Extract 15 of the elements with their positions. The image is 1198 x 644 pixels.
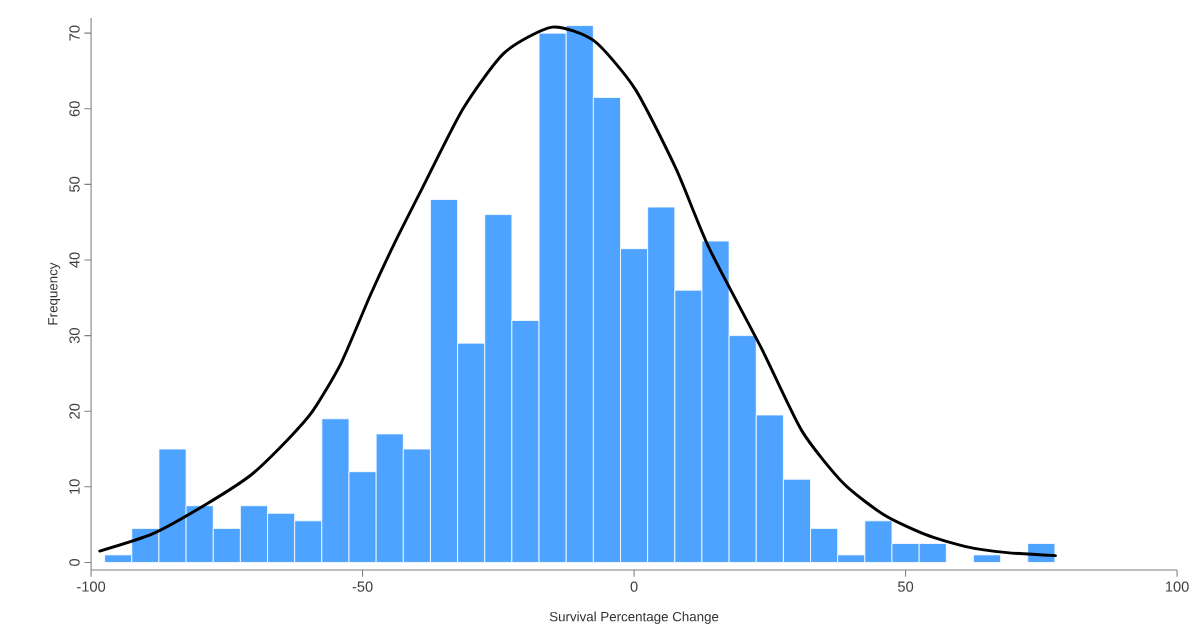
x-tick-label: -100 bbox=[77, 581, 106, 592]
y-tick-label: 20 bbox=[69, 403, 80, 419]
x-tick-label: -50 bbox=[352, 581, 373, 592]
y-tick-label: 50 bbox=[69, 176, 80, 192]
y-tick-label: 10 bbox=[69, 479, 80, 494]
y-tick-label: 0 bbox=[69, 558, 80, 566]
y-axis-title: Frequency bbox=[48, 262, 61, 325]
x-tick-label: 100 bbox=[1165, 581, 1189, 592]
x-axis-title: Survival Percentage Change bbox=[549, 611, 719, 624]
y-tick-label: 30 bbox=[69, 328, 80, 344]
y-tick-label: 40 bbox=[69, 252, 80, 268]
y-tick-label: 60 bbox=[69, 101, 80, 117]
y-tick-label: 70 bbox=[69, 25, 80, 41]
x-tick-label: 0 bbox=[630, 581, 638, 592]
x-tick-label: 50 bbox=[898, 581, 914, 592]
